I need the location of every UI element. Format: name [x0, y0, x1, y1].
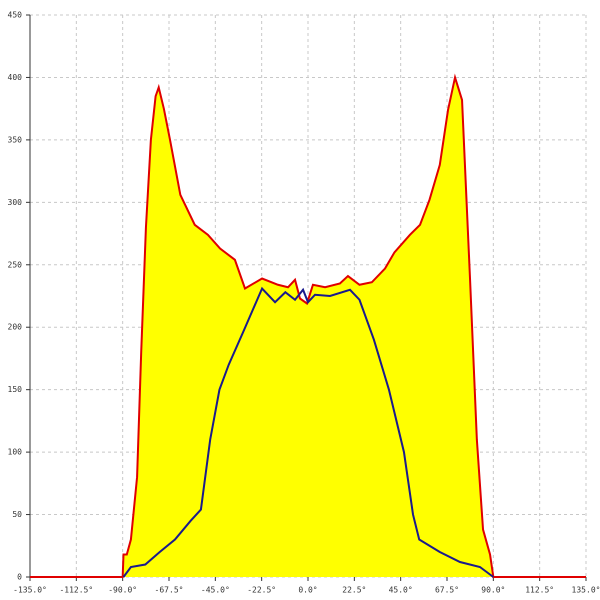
- x-tick-label: -45.0°: [201, 586, 230, 595]
- y-tick-label: 100: [8, 448, 23, 457]
- y-tick-label: 200: [8, 323, 23, 332]
- y-tick-label: 50: [12, 510, 22, 519]
- y-tick-label: 250: [8, 260, 23, 269]
- x-tick-label: -112.5°: [59, 586, 93, 595]
- y-tick-label: 350: [8, 135, 23, 144]
- line: [122, 286, 494, 578]
- x-tick-label: 45.0°: [389, 586, 413, 595]
- x-tick-label: -67.5°: [155, 586, 184, 595]
- y-tick-label: 300: [8, 198, 23, 207]
- x-tick-label: -22.5°: [247, 586, 276, 595]
- area-fill: [30, 77, 586, 577]
- x-tick-label: -90.0°: [108, 586, 137, 595]
- x-tick-label: 135.0°: [572, 586, 600, 595]
- x-tick-label: 90.0°: [481, 586, 505, 595]
- y-tick-label: 0: [17, 573, 22, 582]
- x-tick-label: 67.5°: [435, 586, 459, 595]
- x-tick-label: 0.0°: [298, 586, 317, 595]
- y-tick-label: 400: [8, 73, 23, 82]
- y-tick-label: 450: [8, 11, 23, 20]
- x-tick-label: 22.5°: [342, 586, 366, 595]
- area-line: [30, 73, 586, 578]
- x-tick-label: 112.5°: [525, 586, 554, 595]
- x-tick-label: -135.0°: [13, 586, 47, 595]
- y-tick-label: 150: [8, 385, 23, 394]
